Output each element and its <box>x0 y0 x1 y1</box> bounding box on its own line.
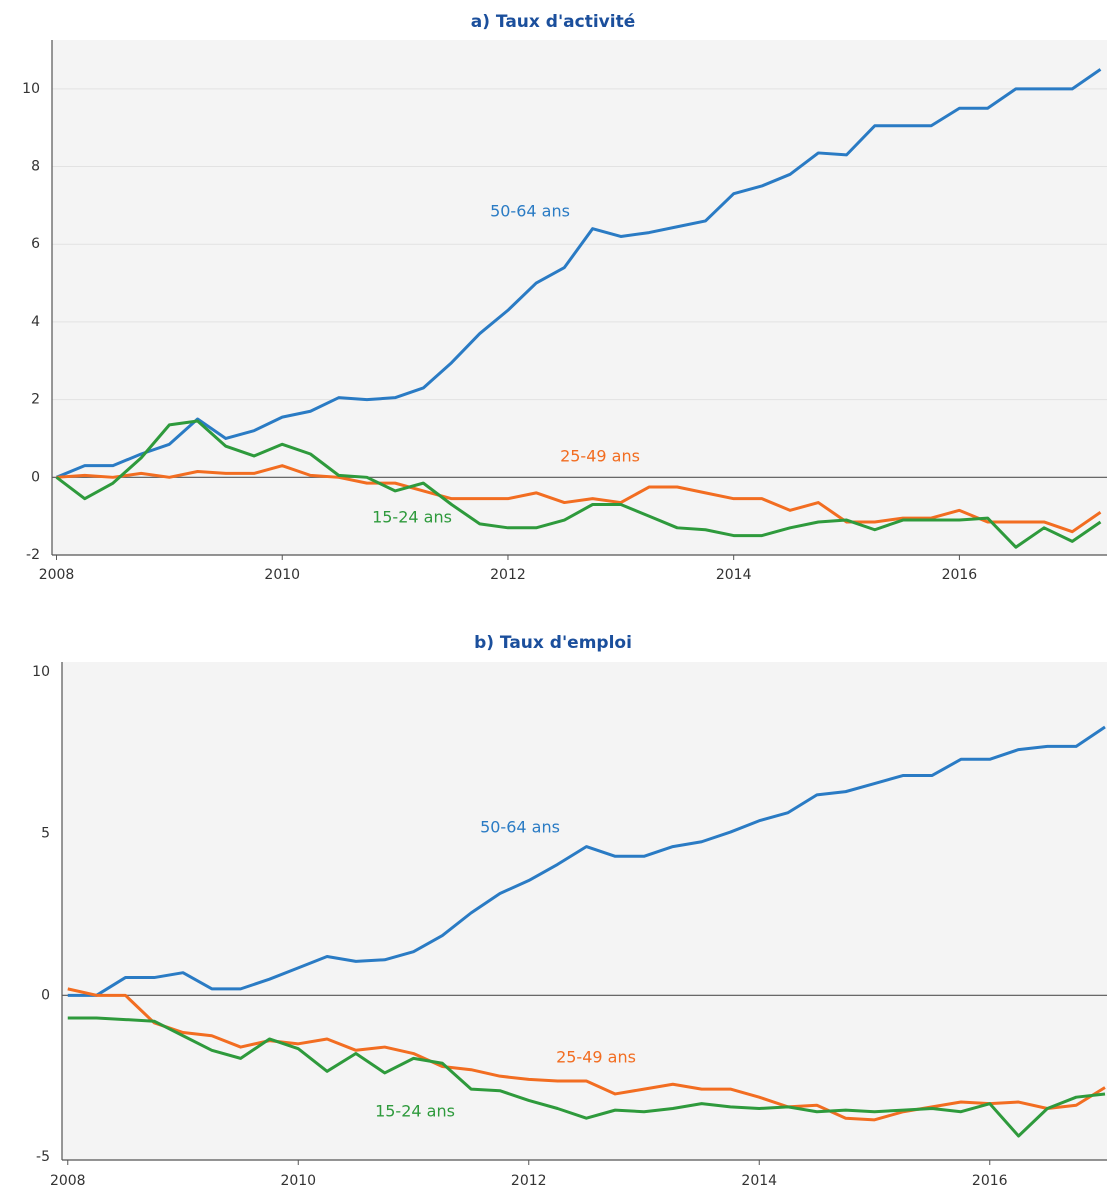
y-tick-label: -2 <box>26 547 40 563</box>
series-label: 15-24 ans <box>372 508 452 527</box>
x-tick-label: 2010 <box>280 1173 316 1189</box>
y-tick-label: 8 <box>31 159 40 175</box>
x-tick-label: 2014 <box>716 567 752 583</box>
y-tick-label: 0 <box>31 469 40 485</box>
series-line <box>67 725 1106 997</box>
series-label: 25-49 ans <box>556 1048 636 1067</box>
series-line <box>55 68 1102 479</box>
series-line <box>56 464 1102 534</box>
series-label: 15-24 ans <box>375 1102 455 1121</box>
x-tick-label: 2008 <box>39 567 75 583</box>
series-line <box>67 1016 1106 1138</box>
y-tick-label: 6 <box>31 236 40 252</box>
x-tick-label: 2010 <box>264 567 300 583</box>
series-label: 50-64 ans <box>480 818 560 837</box>
y-tick-label: -5 <box>36 1149 50 1165</box>
series-label: 50-64 ans <box>490 202 570 221</box>
x-tick-label: 2012 <box>511 1173 547 1189</box>
series-line <box>67 987 1106 1122</box>
y-tick-label: 4 <box>31 314 40 330</box>
x-tick-label: 2008 <box>50 1173 86 1189</box>
x-tick-label: 2016 <box>942 567 978 583</box>
plot-background <box>62 662 1107 1160</box>
x-tick-label: 2012 <box>490 567 526 583</box>
y-tick-label: 2 <box>31 392 40 408</box>
series-label: 25-49 ans <box>560 447 640 466</box>
x-tick-label: 2014 <box>741 1173 777 1189</box>
x-tick-label: 2016 <box>972 1173 1008 1189</box>
chart-title: b) Taux d'emploi <box>474 633 632 653</box>
y-tick-label: 5 <box>41 826 50 842</box>
series-line <box>55 419 1102 549</box>
y-tick-label: 10 <box>32 664 50 680</box>
y-tick-label: 0 <box>41 987 50 1003</box>
chart-title: a) Taux d'activité <box>471 12 635 32</box>
y-tick-label: 10 <box>22 81 40 97</box>
